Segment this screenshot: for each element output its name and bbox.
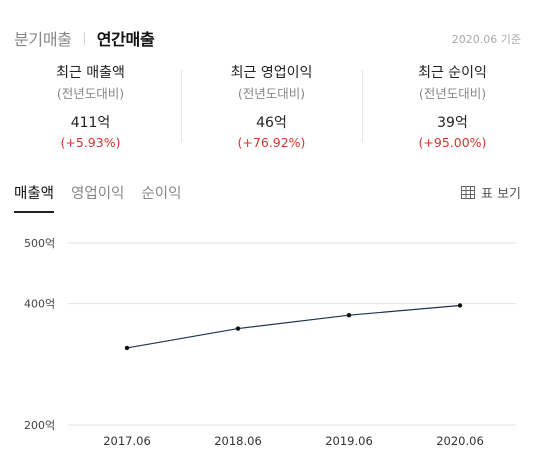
tab-net-income[interactable]: 순이익 [141,186,182,202]
metric-tabs: 매출액 영업이익 순이익 [14,182,198,213]
tab-revenue[interactable]: 매출액 [14,182,55,213]
y-tick-label: 400억 [24,298,55,311]
summary-revenue: 최근 매출액 (전년도대비) 411억 (+5.93%) [0,64,181,150]
y-tick-label: 500억 [24,237,55,250]
summary-change: (+76.92%) [237,135,306,150]
summary-operating-profit: 최근 영업이익 (전년도대비) 46억 (+76.92%) [181,64,362,150]
summary-value: 46억 [256,115,287,131]
tab-operating-profit[interactable]: 영업이익 [71,186,125,202]
summary-title: 최근 매출액 [56,65,125,81]
summary-change: (+95.00%) [418,135,487,150]
tab-quarterly-sales[interactable]: 분기매출 [14,30,72,49]
period-tabs: 분기매출 연간매출 [14,26,155,50]
revenue-line-chart: 500억 400억 200억 2017.06 2018.06 2019.06 2020.06 [24,237,516,448]
summary-panel: 최근 매출액 (전년도대비) 411억 (+5.93%) 최근 영업이익 (전년… [0,64,543,150]
series-line [126,304,461,349]
as-of-date: 2020.06 기준 [451,33,521,46]
summary-change: (+5.93%) [60,135,121,150]
summary-value: 411억 [70,115,111,131]
summary-value: 39억 [437,115,468,131]
x-tick-label: 2020.06 [436,434,484,448]
x-tick-label: 2017.06 [103,434,151,448]
table-view-label: 표 보기 [480,187,521,202]
data-point [457,303,463,308]
summary-subtitle: (전년도대비) [56,86,125,101]
y-tick-label: 200억 [24,419,55,432]
x-tick-label: 2018.06 [214,434,262,448]
table-icon [460,186,475,199]
summary-net-income: 최근 순이익 (전년도대비) 39억 (+95.00%) [362,64,543,150]
tab-divider [83,31,85,45]
tab-annual-sales[interactable]: 연간매출 [96,30,155,49]
data-point [235,326,241,331]
table-view-button[interactable]: 표 보기 [460,183,521,202]
data-point [346,312,352,318]
x-tick-label: 2019.06 [325,434,373,448]
summary-subtitle: (전년도대비) [237,86,306,101]
summary-title: 최근 순이익 [418,65,487,81]
summary-title: 최근 영업이익 [230,65,313,81]
data-point [124,345,130,351]
summary-subtitle: (전년도대비) [418,86,487,101]
